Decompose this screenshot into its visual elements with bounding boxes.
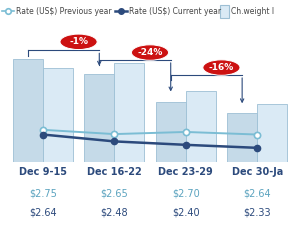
Bar xyxy=(13,59,43,162)
Text: $2.75: $2.75 xyxy=(29,189,57,198)
Bar xyxy=(114,63,144,162)
Text: $2.48: $2.48 xyxy=(100,207,128,217)
Text: -16%: -16% xyxy=(209,63,234,72)
Ellipse shape xyxy=(60,34,97,50)
Text: $2.70: $2.70 xyxy=(172,189,200,198)
Text: $2.65: $2.65 xyxy=(100,189,128,198)
Ellipse shape xyxy=(203,60,240,75)
Bar xyxy=(84,74,114,162)
FancyBboxPatch shape xyxy=(220,4,229,18)
Ellipse shape xyxy=(131,45,169,60)
Text: Rate (US$) Current year: Rate (US$) Current year xyxy=(129,7,221,16)
Text: Dec 16-22: Dec 16-22 xyxy=(87,167,142,177)
Text: Rate (US$) Previous year: Rate (US$) Previous year xyxy=(16,7,112,16)
Text: $2.33: $2.33 xyxy=(243,207,271,217)
Text: Dec 23-29: Dec 23-29 xyxy=(158,167,213,177)
Text: -1%: -1% xyxy=(69,37,88,46)
Text: -24%: -24% xyxy=(137,48,163,57)
Bar xyxy=(156,102,186,162)
Text: Ch.weight I: Ch.weight I xyxy=(231,7,274,16)
Text: Dec 30-Ja: Dec 30-Ja xyxy=(232,167,283,177)
Text: $2.40: $2.40 xyxy=(172,207,200,217)
Bar xyxy=(257,104,287,162)
Bar xyxy=(227,113,257,162)
Text: Dec 9-15: Dec 9-15 xyxy=(19,167,67,177)
Bar xyxy=(43,68,73,162)
Bar xyxy=(186,91,216,162)
Text: $2.64: $2.64 xyxy=(243,189,271,198)
Text: $2.64: $2.64 xyxy=(29,207,57,217)
